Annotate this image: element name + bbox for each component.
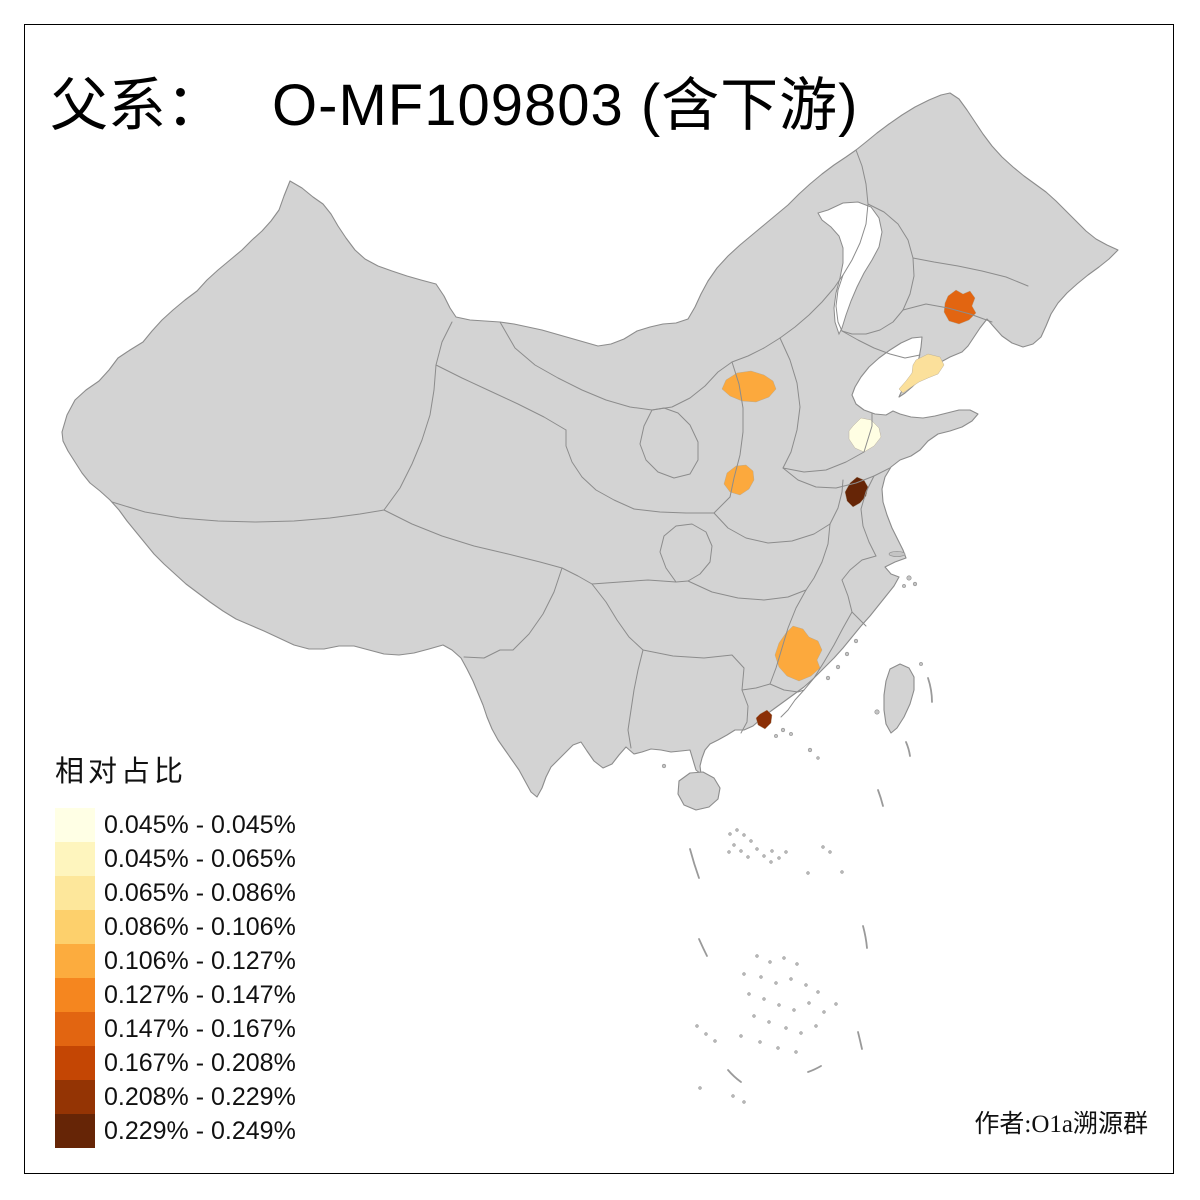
legend-item: 0.065% - 0.086%: [55, 876, 296, 910]
legend-item: 0.127% - 0.147%: [55, 978, 296, 1012]
legend-color-swatch: [55, 1012, 95, 1046]
legend-color-swatch: [55, 1046, 95, 1080]
highlight-region-central-shandong: [848, 417, 882, 453]
highlight-region-south-hunan: [774, 625, 823, 682]
legend-color-swatch: [55, 808, 95, 842]
title-haplogroup: O-MF109803 (含下游): [272, 73, 859, 138]
legend-item: 0.086% - 0.106%: [55, 910, 296, 944]
mainland-china-outline: [61, 92, 1119, 798]
hainan-island: [677, 771, 721, 811]
legend-range-label: 0.208% - 0.229%: [104, 1082, 296, 1111]
title-prefix: 父系：: [50, 73, 225, 138]
legend: 相对占比 0.045% - 0.045% 0.045% - 0.065% 0.065…: [55, 748, 296, 1148]
legend-color-swatch: [55, 944, 95, 978]
coastal-islets: [661, 551, 923, 769]
legend-range-label: 0.229% - 0.249%: [104, 1116, 296, 1145]
legend-range-label: 0.106% - 0.127%: [104, 946, 296, 975]
legend-color-swatch: [55, 876, 95, 910]
nine-dash-line: [689, 677, 933, 1083]
legend-color-swatch: [55, 842, 95, 876]
legend-item: 0.106% - 0.127%: [55, 944, 296, 978]
legend-color-swatch: [55, 978, 95, 1012]
legend-item: 0.167% - 0.208%: [55, 1046, 296, 1080]
taiwan-island: [883, 663, 915, 734]
legend-items: 0.045% - 0.045% 0.045% - 0.065% 0.065% - 0…: [55, 808, 296, 1148]
legend-title: 相对占比: [55, 756, 188, 788]
legend-range-label: 0.045% - 0.065%: [104, 844, 296, 873]
legend-range-label: 0.045% - 0.045%: [104, 810, 296, 839]
highlight-region-north-shanxi: [721, 370, 777, 403]
legend-range-label: 0.127% - 0.147%: [104, 980, 296, 1009]
legend-color-swatch: [55, 910, 95, 944]
legend-item: 0.147% - 0.167%: [55, 1012, 296, 1046]
legend-range-label: 0.065% - 0.086%: [104, 878, 296, 907]
highlight-region-liaodong-peninsula: [898, 353, 945, 394]
legend-range-label: 0.147% - 0.167%: [104, 1014, 296, 1043]
mongolia-border-notch: [817, 201, 883, 336]
legend-range-label: 0.086% - 0.106%: [104, 912, 296, 941]
highlight-region-east-guangdong: [755, 709, 773, 730]
legend-range-label: 0.167% - 0.208%: [104, 1048, 296, 1077]
legend-item: 0.045% - 0.065%: [55, 842, 296, 876]
page-title: 父系： O-MF109803 (含下游): [50, 58, 858, 142]
highlight-region-central-liaoning: [943, 289, 977, 325]
south-china-sea-islets: [695, 747, 844, 1104]
legend-item: 0.229% - 0.249%: [55, 1114, 296, 1148]
province-borders: [111, 149, 1029, 749]
legend-item: 0.045% - 0.045%: [55, 808, 296, 842]
attribution-text: 作者:O1a溯源群: [974, 1111, 1148, 1138]
legend-item: 0.208% - 0.229%: [55, 1080, 296, 1114]
legend-color-swatch: [55, 1114, 95, 1148]
legend-color-swatch: [55, 1080, 95, 1114]
